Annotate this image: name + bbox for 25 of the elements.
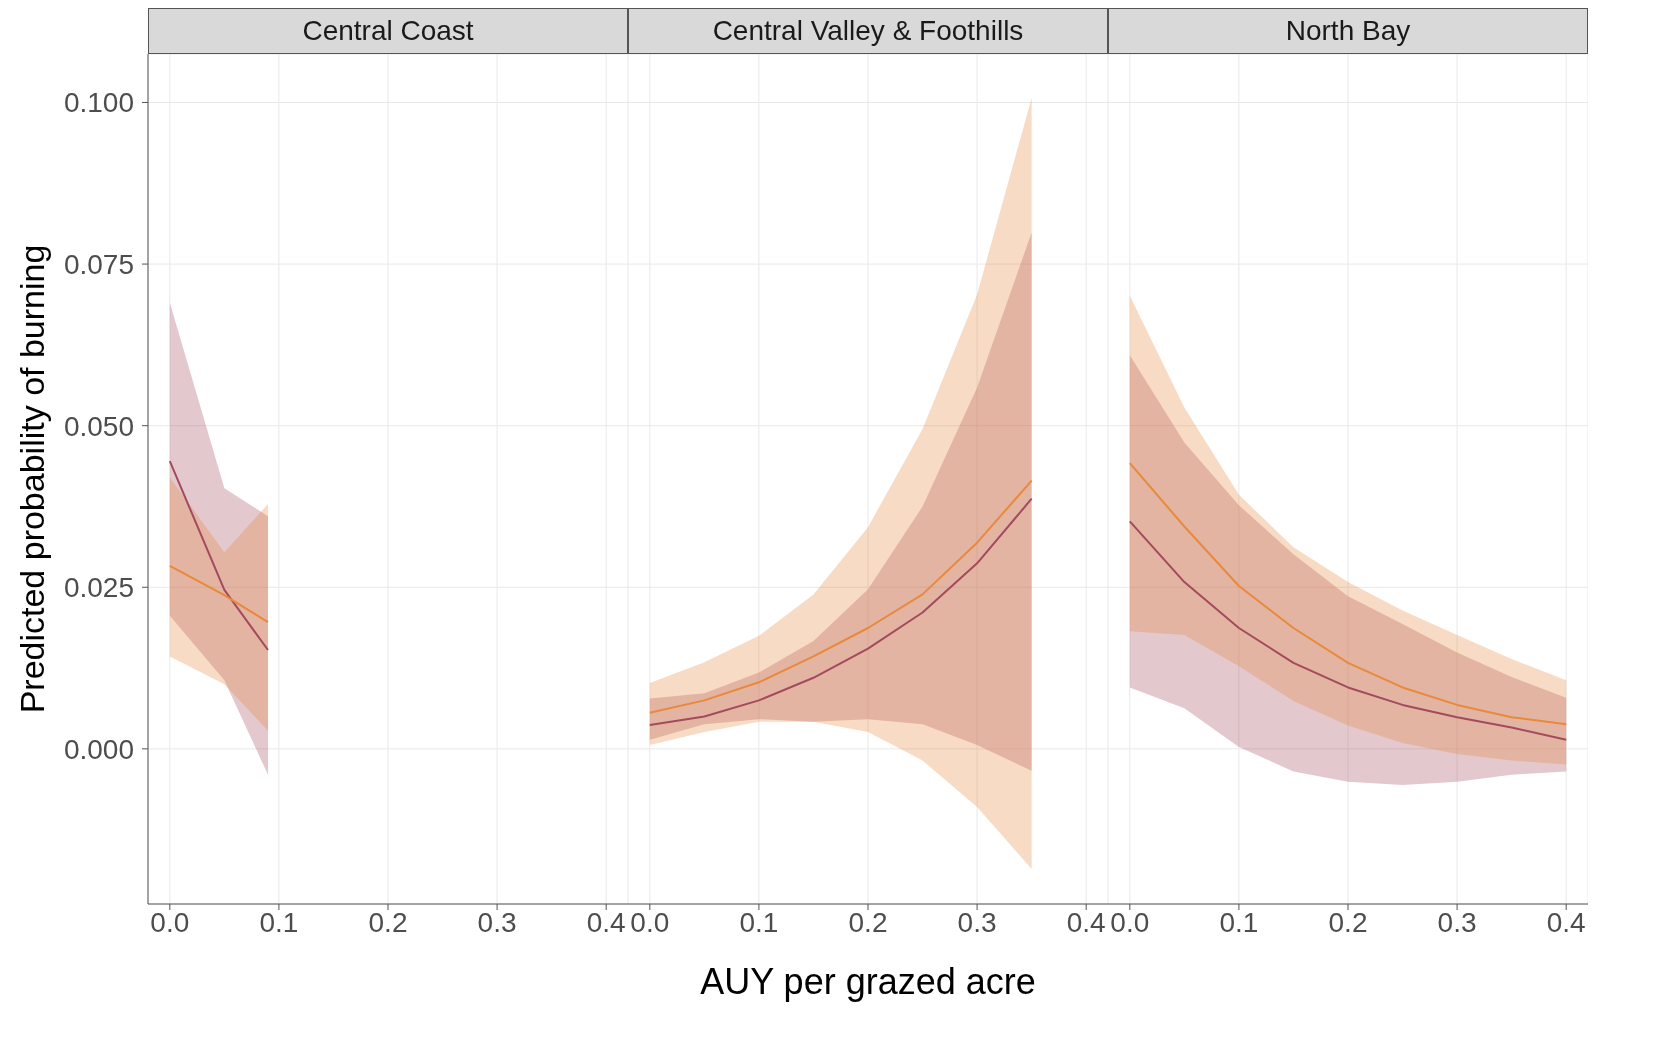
x-tick-label: 0.3 — [1437, 906, 1477, 938]
x-tick-label: 0.2 — [1328, 906, 1368, 938]
chart-title: North Bay — [1108, 8, 1588, 54]
y-tick-label: 0.000 — [63, 733, 134, 765]
x-tick-label: 0.4 — [1066, 906, 1106, 938]
x-tick-label: 0.4 — [1546, 906, 1586, 938]
x-tick-label: 0.0 — [1110, 906, 1150, 938]
x-tick-label: 0.3 — [957, 906, 997, 938]
x-tick-label: 0.1 — [739, 906, 779, 938]
y-tick-label: 0.075 — [63, 249, 134, 281]
y-tick-label: 0.050 — [63, 410, 134, 442]
x-axis-title: AUY per grazed acre — [700, 961, 1036, 1002]
x-tick-label: 0.1 — [259, 906, 299, 938]
x-tick-label: 0.4 — [586, 906, 626, 938]
y-axis-title: Predicted probability of burning — [13, 244, 51, 714]
x-tick-label: 0.2 — [848, 906, 888, 938]
x-tick-label: 0.2 — [368, 906, 408, 938]
x-tick-label: 0.0 — [630, 906, 670, 938]
y-tick-label: 0.100 — [63, 87, 134, 119]
y-tick-label: 0.025 — [63, 572, 134, 604]
chart-title: Central Valley & Foothills — [628, 8, 1108, 54]
x-tick-label: 0.1 — [1219, 906, 1259, 938]
x-tick-label: 0.0 — [150, 906, 190, 938]
x-tick-label: 0.3 — [477, 906, 517, 938]
chart-title: Central Coast — [148, 8, 628, 54]
